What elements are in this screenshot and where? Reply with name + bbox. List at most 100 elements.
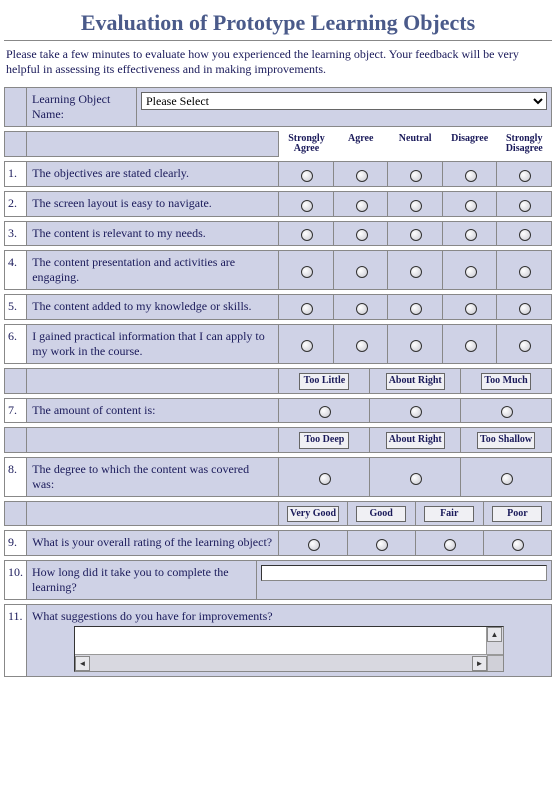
question-text: The content added to my knowledge or ski… — [27, 295, 279, 320]
q8-row: 8. The degree to which the content was c… — [5, 457, 552, 496]
likert-radio[interactable] — [519, 340, 531, 352]
likert-row: 6.I gained practical information that I … — [5, 325, 552, 364]
likert-radio[interactable] — [356, 229, 368, 241]
scale-pill: Too Shallow — [477, 432, 535, 449]
question-text: I gained practical information that I ca… — [27, 325, 279, 364]
title-rule — [4, 40, 552, 41]
q8-radio[interactable] — [501, 473, 513, 485]
likert-radio[interactable] — [356, 170, 368, 182]
likert-row: 1.The objectives are stated clearly. — [5, 162, 552, 187]
q7-radio[interactable] — [501, 406, 513, 418]
q9-table: Very Good Good Fair Poor 9. What is your… — [4, 501, 552, 560]
scale-pill: Too Much — [481, 373, 531, 390]
scrollbar-corner — [487, 655, 503, 671]
row-number: 10. — [5, 561, 27, 600]
scale-pill: Fair — [424, 506, 474, 523]
likert-radio[interactable] — [410, 200, 422, 212]
scrollbar-horizontal[interactable]: ◄ ► — [75, 654, 503, 671]
likert-radio[interactable] — [410, 266, 422, 278]
question-text: How long did it take you to complete the… — [27, 561, 257, 600]
scale-header: Disagree — [442, 132, 496, 157]
row-number: 8. — [5, 457, 27, 496]
likert-row: 5.The content added to my knowledge or s… — [5, 295, 552, 320]
scroll-up-icon[interactable]: ▲ — [487, 627, 502, 642]
duration-input[interactable] — [261, 565, 547, 581]
scale-pill: Too Deep — [299, 432, 349, 449]
likert-radio[interactable] — [519, 200, 531, 212]
q9-radio[interactable] — [444, 539, 456, 551]
q7-radio[interactable] — [410, 406, 422, 418]
likert-radio[interactable] — [301, 200, 313, 212]
scale-pill: Too Little — [299, 373, 349, 390]
likert-table: StronglyAgree Agree Neutral Disagree Str… — [4, 131, 552, 368]
page-title: Evaluation of Prototype Learning Objects — [4, 10, 552, 36]
likert-radio[interactable] — [465, 303, 477, 315]
q11-table: 11. What suggestions do you have for imp… — [4, 604, 552, 677]
likert-radio[interactable] — [356, 303, 368, 315]
likert-row: 2.The screen layout is easy to navigate. — [5, 191, 552, 216]
likert-radio[interactable] — [519, 266, 531, 278]
likert-header-row: StronglyAgree Agree Neutral Disagree Str… — [5, 132, 552, 157]
suggestions-textarea[interactable]: ▲ ◄ ► — [74, 626, 504, 672]
likert-radio[interactable] — [465, 266, 477, 278]
question-text: What is your overall rating of the learn… — [27, 531, 279, 556]
likert-radio[interactable] — [465, 200, 477, 212]
question-text: The degree to which the content was cove… — [27, 457, 279, 496]
dd-label: Learning Object Name: — [27, 88, 137, 127]
likert-radio[interactable] — [301, 229, 313, 241]
row-number: 6. — [5, 325, 27, 364]
row-number: 9. — [5, 531, 27, 556]
scale-pill: About Right — [386, 432, 445, 449]
q7-radio[interactable] — [319, 406, 331, 418]
q9-radio[interactable] — [308, 539, 320, 551]
scale-pill: Good — [356, 506, 406, 523]
q7-row: 7. The amount of content is: — [5, 398, 552, 423]
q8-radio[interactable] — [319, 473, 331, 485]
question-text: The content is relevant to my needs. — [27, 221, 279, 246]
row-number: 7. — [5, 398, 27, 423]
likert-radio[interactable] — [410, 170, 422, 182]
likert-radio[interactable] — [519, 229, 531, 241]
row-number: 11. — [5, 605, 27, 677]
likert-radio[interactable] — [356, 200, 368, 212]
likert-radio[interactable] — [519, 170, 531, 182]
q11-row: 11. What suggestions do you have for imp… — [5, 605, 552, 677]
learning-object-select[interactable]: Please Select — [141, 92, 547, 110]
question-text: The objectives are stated clearly. — [27, 162, 279, 187]
likert-radio[interactable] — [301, 340, 313, 352]
likert-radio[interactable] — [356, 340, 368, 352]
scale-pill: About Right — [386, 373, 445, 390]
likert-radio[interactable] — [410, 303, 422, 315]
likert-radio[interactable] — [356, 266, 368, 278]
likert-radio[interactable] — [410, 229, 422, 241]
scroll-right-icon[interactable]: ► — [472, 656, 487, 671]
question-text: The content presentation and activities … — [27, 251, 279, 290]
likert-radio[interactable] — [465, 340, 477, 352]
scale-header: Neutral — [388, 132, 442, 157]
likert-radio[interactable] — [301, 170, 313, 182]
q10-row: 10. How long did it take you to complete… — [5, 561, 552, 600]
scale-header: Agree — [333, 132, 387, 157]
q8-radio[interactable] — [410, 473, 422, 485]
q9-radio[interactable] — [376, 539, 388, 551]
scale-pill: Poor — [492, 506, 542, 523]
scale-header: StronglyAgree — [279, 132, 333, 157]
scroll-left-icon[interactable]: ◄ — [75, 656, 90, 671]
scale-pill: Very Good — [287, 506, 339, 523]
row-number: 2. — [5, 191, 27, 216]
row-number: 3. — [5, 221, 27, 246]
question-text: The screen layout is easy to navigate. — [27, 191, 279, 216]
dropdown-table: Learning Object Name: Please Select — [4, 87, 552, 131]
likert-radio[interactable] — [301, 266, 313, 278]
scale-header: StronglyDisagree — [497, 132, 552, 157]
question-text: What suggestions do you have for improve… — [27, 605, 552, 677]
scrollbar-vertical[interactable]: ▲ — [486, 627, 503, 655]
likert-radio[interactable] — [465, 170, 477, 182]
q7-table: Too Little About Right Too Much 7. The a… — [4, 368, 552, 427]
likert-radio[interactable] — [410, 340, 422, 352]
likert-radio[interactable] — [465, 229, 477, 241]
likert-radio[interactable] — [519, 303, 531, 315]
q9-radio[interactable] — [512, 539, 524, 551]
likert-radio[interactable] — [301, 303, 313, 315]
q9-row: 9. What is your overall rating of the le… — [5, 531, 552, 556]
